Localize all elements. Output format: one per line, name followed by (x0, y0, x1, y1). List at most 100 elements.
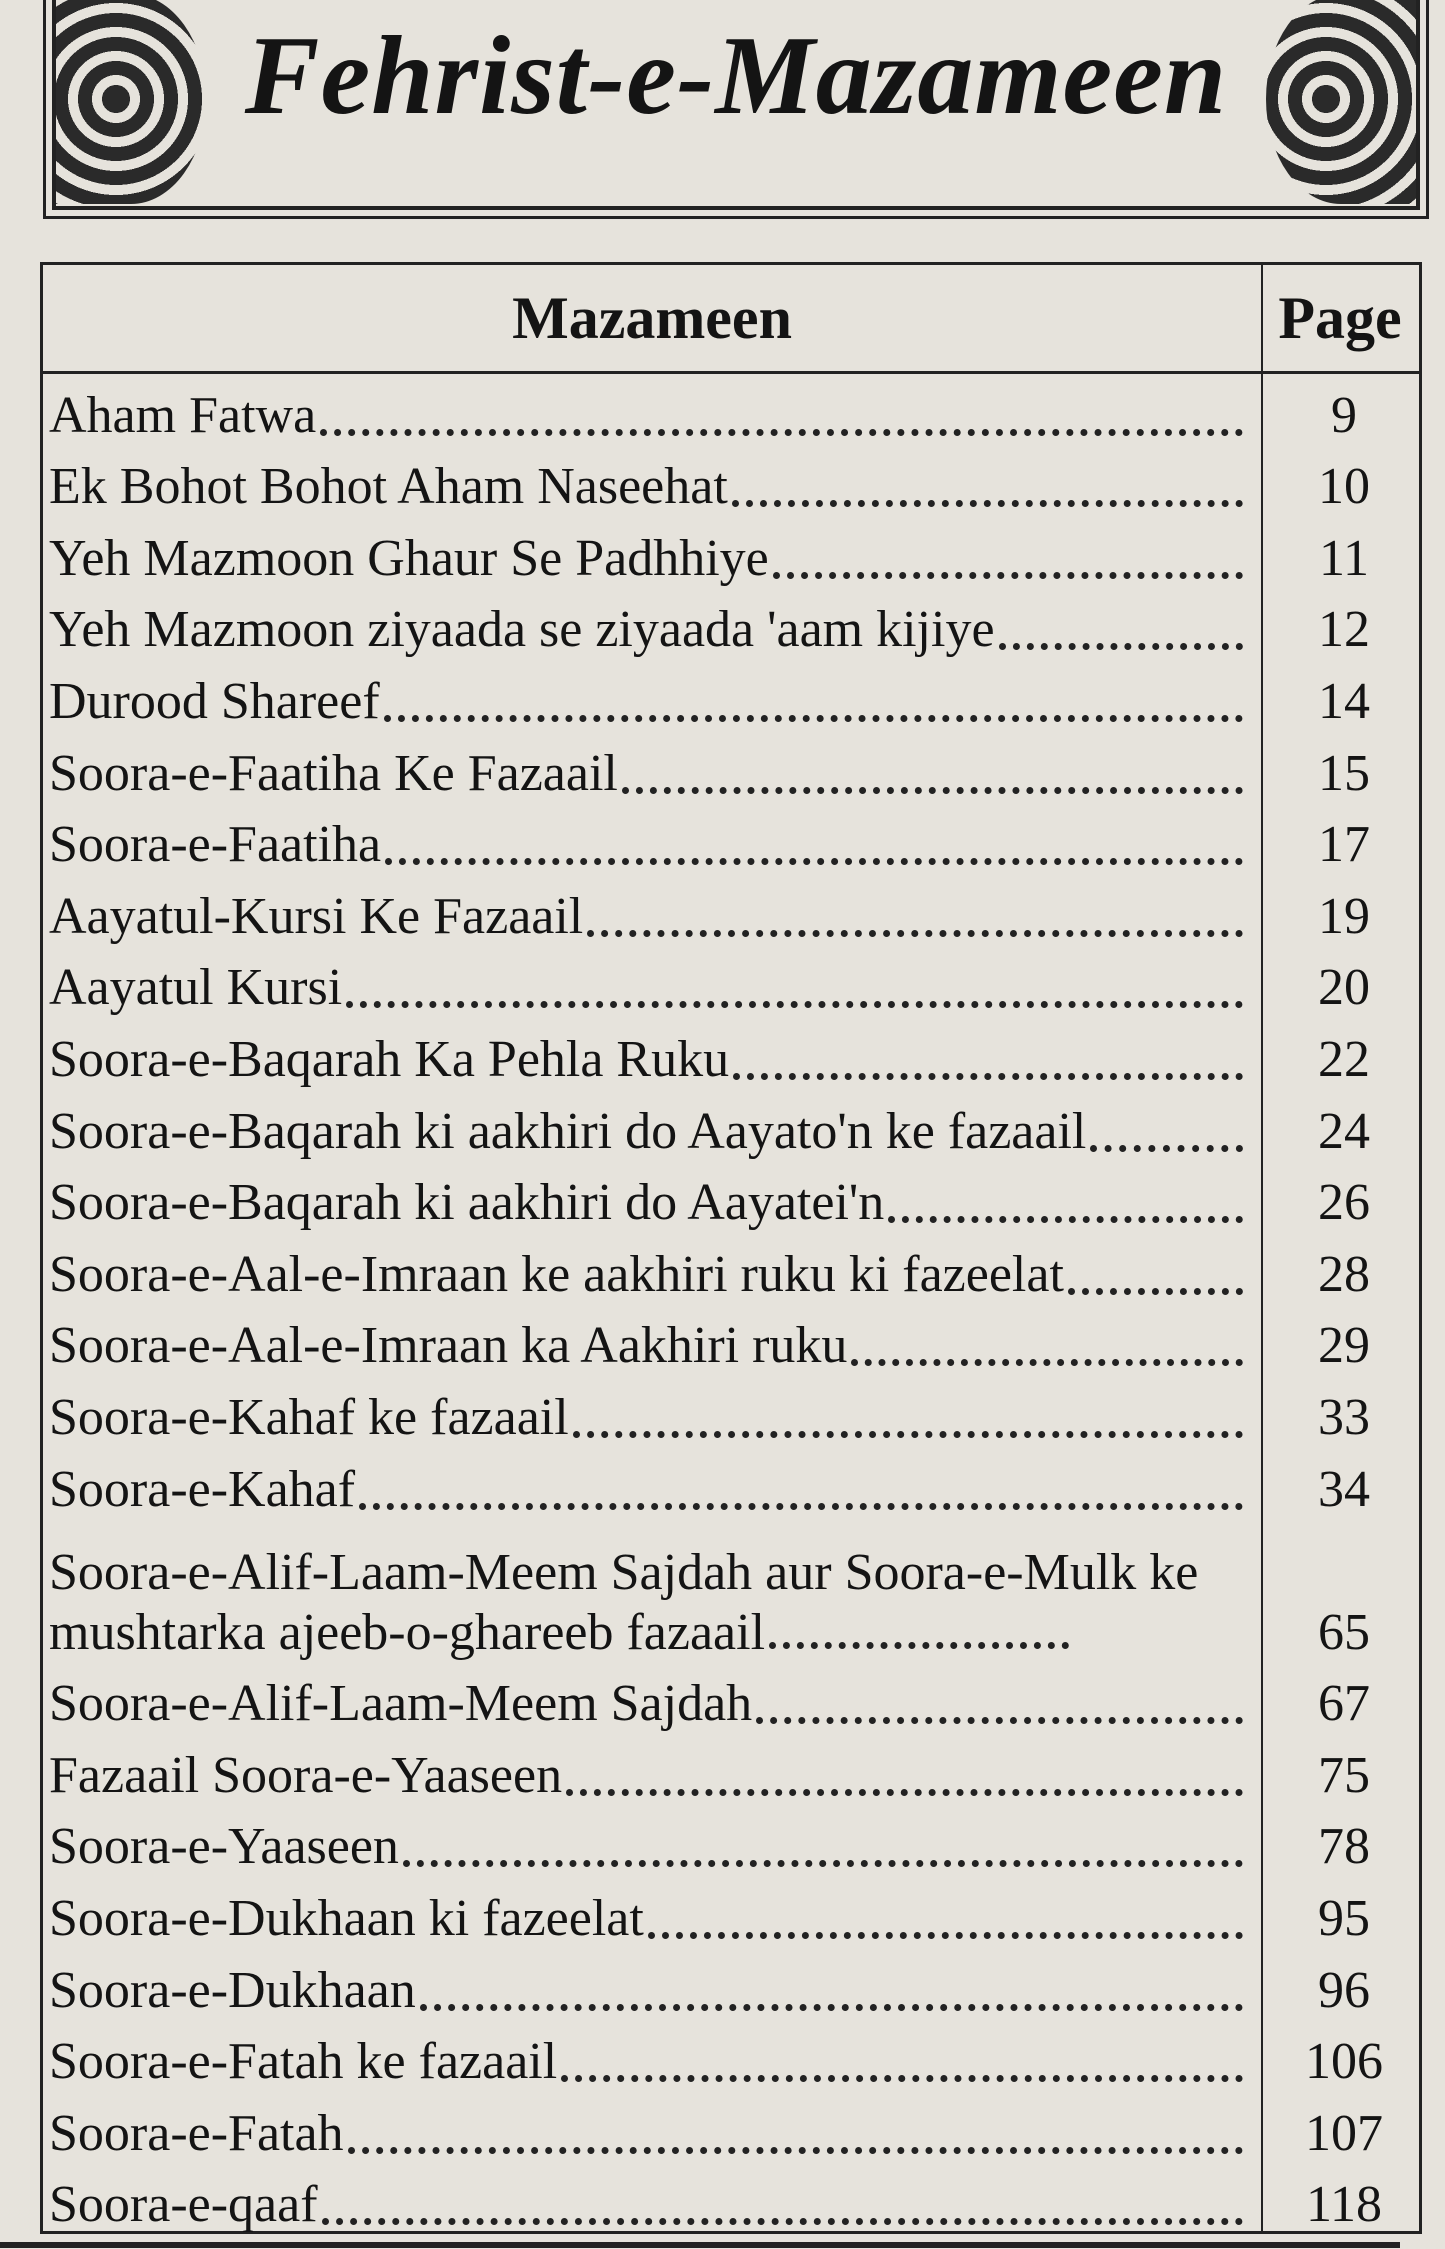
row-topic: Soora-e-Alif-Laam-Meem Sajdah (43, 1674, 1249, 1734)
dot-leader (587, 929, 1243, 937)
row-topic: Soora-e-Baqarah ki aakhiri do Aayato'n k… (43, 1102, 1249, 1162)
table-row[interactable]: Soora-e-Aal-e-Imraan ka Aakhiri ruku 29 (43, 1305, 1419, 1377)
dot-leader (1067, 1287, 1243, 1295)
row-topic: Soora-e-Faatiha Ke Fazaail (43, 744, 1249, 804)
table-row[interactable]: Yeh Mazmoon ziyaada se ziyaada 'aam kiji… (43, 589, 1419, 661)
table-row[interactable]: Aayatul Kursi 20 (43, 947, 1419, 1019)
row-page: 34 (1318, 1460, 1370, 1518)
topic-text: Fazaail Soora-e-Yaaseen (49, 1746, 563, 1804)
page-title: Fehrist-e-Mazameen (244, 14, 1228, 138)
topic-text: Aayatul Kursi (49, 959, 343, 1017)
table-row[interactable]: Soora-e-Kahaf ke fazaail 33 (43, 1376, 1419, 1448)
topic-text: Soora-e-Aal-e-Imraan ke aakhiri ruku ki … (49, 1245, 1064, 1303)
dot-leader (402, 1860, 1243, 1868)
topic-text: Soora-e-Kahaf ke fazaail (49, 1388, 569, 1446)
column-divider (1261, 265, 1263, 2231)
table-row[interactable]: Soora-e-qaaf 118 (43, 2164, 1419, 2236)
row-page: 19 (1318, 887, 1370, 945)
table-row[interactable]: Soora-e-Kahaf 34 (43, 1448, 1419, 1520)
row-page: 29 (1318, 1317, 1370, 1375)
dot-leader (621, 786, 1243, 794)
topic-text: Ek Bohot Bohot Aham Naseehat (49, 458, 728, 516)
ornament-left-icon (56, 0, 206, 204)
dot-leader (888, 1216, 1243, 1224)
topic-text: Soora-e-Faatiha Ke Fazaail (49, 744, 618, 802)
table-row[interactable]: Fazaail Soora-e-Yaaseen 75 (43, 1734, 1419, 1806)
dot-leader (383, 714, 1243, 722)
dot-leader (566, 1788, 1243, 1796)
topic-text: Aham Fatwa (49, 386, 317, 444)
table-row[interactable]: Durood Shareef 14 (43, 660, 1419, 732)
table-row[interactable]: Soora-e-Baqarah Ka Pehla Ruku 22 (43, 1018, 1419, 1090)
table-row[interactable]: Soora-e-Dukhaan ki fazeelat 95 (43, 1877, 1419, 1949)
title-banner: Fehrist-e-Mazameen (43, 0, 1429, 219)
row-page: 28 (1318, 1245, 1370, 1303)
table-row[interactable]: Soora-e-Faatiha Ke Fazaail 15 (43, 732, 1419, 804)
dot-leader (756, 1717, 1243, 1725)
dot-leader (769, 1641, 1070, 1649)
topic-text: Soora-e-qaaf (49, 2176, 318, 2234)
row-page: 75 (1318, 1746, 1370, 1804)
dot-leader (851, 1359, 1243, 1367)
topic-text: Soora-e-Alif-Laam-Meem Sajdah aur Soora-… (49, 1543, 1199, 1661)
row-page: 15 (1318, 744, 1370, 802)
table-row[interactable]: Ek Bohot Bohot Aham Naseehat 10 (43, 446, 1419, 518)
row-topic: Durood Shareef (43, 672, 1249, 732)
row-topic: Aham Fatwa (43, 386, 1249, 446)
row-page: 118 (1305, 2176, 1383, 2234)
row-page: 14 (1318, 672, 1370, 730)
row-topic: Fazaail Soora-e-Yaaseen (43, 1746, 1249, 1806)
topic-text: Soora-e-Aal-e-Imraan ka Aakhiri ruku (49, 1317, 848, 1375)
dot-leader (733, 1072, 1243, 1080)
row-page: 17 (1318, 816, 1370, 874)
topic-text: Durood Shareef (49, 672, 380, 730)
topic-text: Soora-e-Faatiha (49, 816, 382, 874)
row-topic: Soora-e-Kahaf ke fazaail (43, 1388, 1249, 1448)
dot-leader (572, 1430, 1243, 1438)
table-row[interactable]: Soora-e-Fatah 107 (43, 2092, 1419, 2164)
table-row[interactable]: Aham Fatwa 9 (43, 374, 1419, 446)
table-row[interactable]: Soora-e-Baqarah ki aakhiri do Aayatei'n 2… (43, 1162, 1419, 1234)
row-topic: Soora-e-Baqarah ki aakhiri do Aayatei'n (43, 1173, 1249, 1233)
table-row[interactable]: Soora-e-Alif-Laam-Meem Sajdah aur Soora-… (43, 1520, 1419, 1663)
topic-text: Soora-e-Yaaseen (49, 1818, 399, 1876)
table-row[interactable]: Soora-e-Dukhaan 96 (43, 1949, 1419, 2021)
row-topic: Soora-e-qaaf (43, 2175, 1249, 2235)
row-topic: Aayatul-Kursi Ke Fazaail (43, 887, 1249, 947)
row-page: 67 (1318, 1675, 1370, 1733)
dot-leader (359, 1502, 1243, 1510)
table-row[interactable]: Soora-e-Fatah ke fazaail 106 (43, 2021, 1419, 2093)
table-row[interactable]: Soora-e-Faatiha 17 (43, 804, 1419, 876)
dot-leader (320, 428, 1243, 436)
row-page: 24 (1318, 1102, 1370, 1160)
row-topic: Soora-e-Faatiha (43, 815, 1249, 875)
row-page: 96 (1318, 1961, 1370, 2019)
row-topic: Soora-e-Aal-e-Imraan ka Aakhiri ruku (43, 1316, 1249, 1376)
dot-leader (561, 2075, 1243, 2083)
dot-leader (347, 2146, 1243, 2154)
bottom-rule (0, 2242, 1400, 2248)
header-topic: Mazameen (512, 284, 792, 351)
topic-text: Soora-e-Dukhaan (49, 1961, 416, 2019)
table-row[interactable]: Aayatul-Kursi Ke Fazaail 19 (43, 875, 1419, 947)
topic-text: Yeh Mazmoon ziyaada se ziyaada 'aam kiji… (49, 601, 995, 659)
dot-leader (1090, 1144, 1243, 1152)
row-page: 12 (1318, 601, 1370, 659)
row-page: 95 (1318, 1890, 1370, 1948)
dot-leader (647, 1932, 1243, 1940)
topic-text: Soora-e-Dukhaan ki fazeelat (49, 1890, 644, 1948)
topic-text: Soora-e-Alif-Laam-Meem Sajdah (49, 1675, 753, 1733)
row-topic: Soora-e-Kahaf (43, 1460, 1249, 1520)
row-page: 65 (1318, 1603, 1370, 1661)
topic-text: Soora-e-Baqarah Ka Pehla Ruku (49, 1030, 730, 1088)
table-row[interactable]: Soora-e-Alif-Laam-Meem Sajdah 67 (43, 1663, 1419, 1735)
row-topic: Soora-e-Dukhaan ki fazeelat (43, 1889, 1249, 1949)
table-row[interactable]: Soora-e-Baqarah ki aakhiri do Aayato'n k… (43, 1090, 1419, 1162)
row-topic: Soora-e-Yaaseen (43, 1817, 1249, 1877)
contents-table: Mazameen Page Aham Fatwa 9 Ek Bohot Bohot … (40, 262, 1422, 2234)
row-page: 22 (1318, 1030, 1370, 1088)
table-row[interactable]: Soora-e-Aal-e-Imraan ke aakhiri ruku ki … (43, 1233, 1419, 1305)
table-row[interactable]: Soora-e-Yaaseen 78 (43, 1806, 1419, 1878)
table-row[interactable]: Yeh Mazmoon Ghaur Se Padhhiye 11 (43, 517, 1419, 589)
row-page: 10 (1318, 458, 1370, 516)
